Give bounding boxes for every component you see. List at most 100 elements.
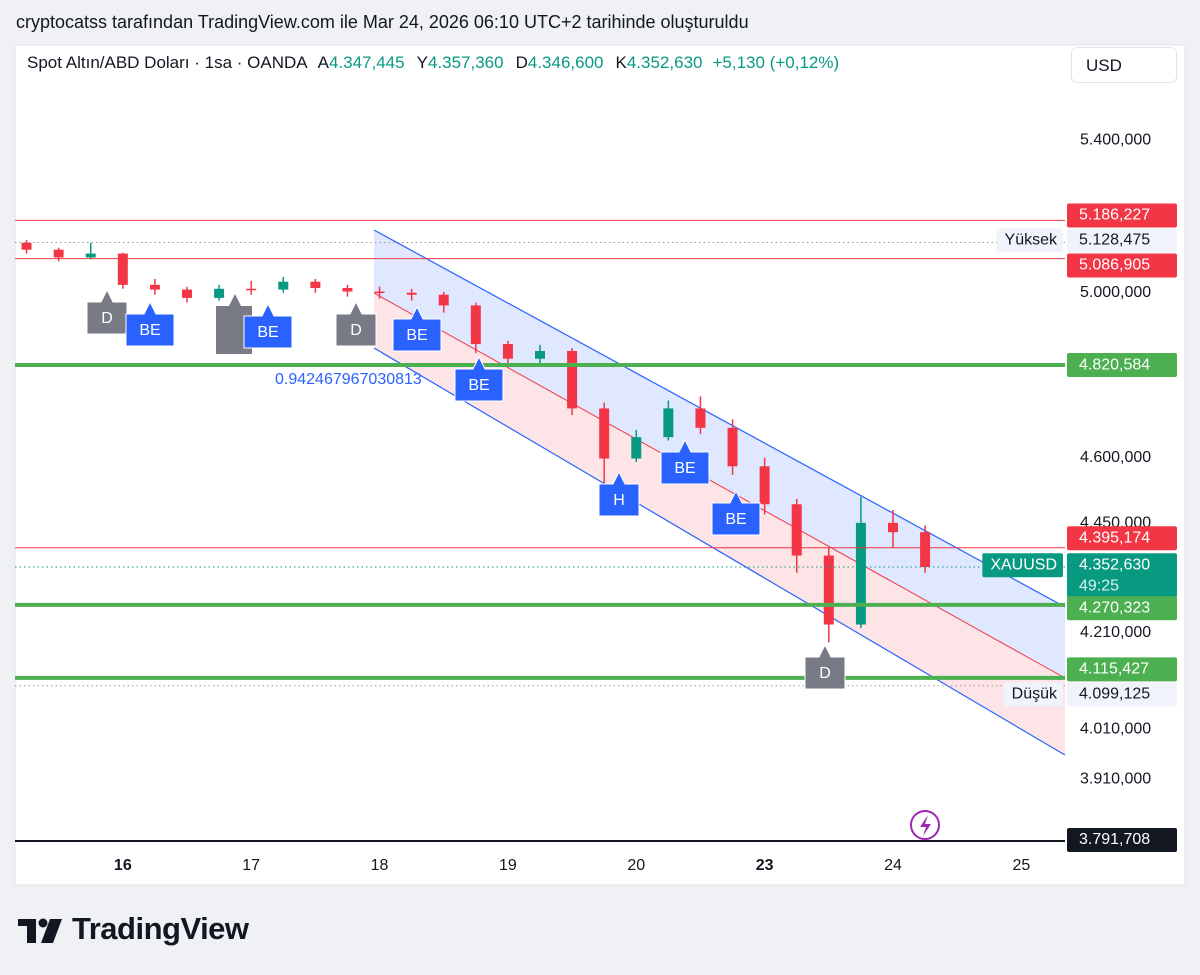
price-tag-box bbox=[1003, 682, 1063, 707]
y-tick-label: 5.000,000 bbox=[1080, 284, 1151, 301]
price-label: 5.086,905 bbox=[1079, 257, 1150, 274]
price-tag: Düşük bbox=[1012, 686, 1058, 703]
price-label: 4.352,630 bbox=[1079, 556, 1150, 573]
legend-key: K bbox=[615, 53, 627, 72]
caption: cryptocatss tarafından TradingView.com i… bbox=[16, 12, 749, 32]
legend-value: 4.352,630 bbox=[626, 53, 703, 72]
currency-button[interactable]: USD bbox=[1071, 47, 1177, 83]
price-label: 4.820,584 bbox=[1079, 356, 1150, 373]
x-tick-label: 18 bbox=[371, 857, 389, 874]
price-tag: Yüksek bbox=[1005, 232, 1058, 249]
candle-body bbox=[470, 305, 481, 345]
y-tick-label: 4.600,000 bbox=[1080, 449, 1151, 466]
x-tick-label: 20 bbox=[627, 857, 645, 874]
marker-box bbox=[392, 305, 442, 352]
candle-body bbox=[117, 253, 128, 285]
price-label: 5.186,227 bbox=[1079, 207, 1150, 224]
legend-value: 4.346,600 bbox=[527, 53, 604, 72]
channel-upper bbox=[373, 229, 1066, 608]
candle-body bbox=[887, 522, 898, 533]
x-tick-label: 19 bbox=[499, 857, 517, 874]
axes: 5.400,0005.000,0004.600,0004.450,0004.21… bbox=[114, 132, 1177, 874]
marker-label: H bbox=[613, 492, 625, 509]
marker-label: BE bbox=[468, 377, 489, 394]
price-label-box bbox=[1067, 353, 1177, 378]
candle-body bbox=[791, 504, 802, 556]
legend-title: Spot Altın/ABD Doları · 1sa · OANDA bbox=[27, 53, 308, 72]
marker-box bbox=[660, 438, 710, 485]
marker-box bbox=[335, 300, 377, 347]
y-tick-label: 4.210,000 bbox=[1080, 624, 1151, 641]
price-label-box bbox=[1067, 828, 1177, 852]
legend-change: +5,130 (+0,12%) bbox=[712, 53, 840, 72]
marker-label: D bbox=[350, 322, 362, 339]
candle-body bbox=[502, 344, 513, 359]
price-label: 4.395,174 bbox=[1079, 529, 1150, 546]
marker-label: BE bbox=[725, 511, 746, 528]
legend-key: D bbox=[515, 53, 528, 72]
legend-key: Y bbox=[416, 53, 428, 72]
candle-body bbox=[374, 291, 385, 294]
marker-box bbox=[711, 489, 761, 536]
x-tick-label: 24 bbox=[884, 857, 902, 874]
marker-hidden bbox=[216, 294, 252, 354]
candle-body bbox=[759, 466, 770, 505]
candle-body bbox=[149, 284, 160, 290]
candle-body bbox=[823, 555, 834, 625]
legend-value: 4.347,445 bbox=[328, 53, 405, 72]
price-label: 4.099,125 bbox=[1079, 686, 1150, 703]
marker-box bbox=[804, 643, 846, 690]
price-label-box bbox=[1067, 553, 1177, 598]
price-label-box bbox=[1067, 203, 1177, 228]
marker-label: BE bbox=[406, 327, 427, 344]
marker-box bbox=[454, 355, 504, 402]
price-tag-box bbox=[996, 228, 1063, 253]
channel-upper-fill bbox=[374, 230, 1065, 678]
candle-body bbox=[920, 532, 931, 568]
alert-bolt bbox=[920, 815, 931, 836]
x-tick-label: 23 bbox=[756, 857, 774, 874]
candle-body bbox=[438, 294, 449, 306]
channel-lower bbox=[373, 347, 1066, 756]
candle-body bbox=[342, 287, 353, 292]
candle-body bbox=[310, 281, 321, 288]
brand: TradingView bbox=[72, 911, 249, 946]
y-tick-label: 5.400,000 bbox=[1080, 132, 1151, 149]
candle-body bbox=[278, 281, 289, 290]
price-label-box bbox=[1067, 596, 1177, 621]
x-tick-label: 17 bbox=[242, 857, 260, 874]
plot bbox=[15, 219, 1065, 687]
marker-label: BE bbox=[674, 460, 695, 477]
candle-body bbox=[855, 522, 866, 625]
candle-body bbox=[631, 437, 642, 459]
markers: D BE BE D BE BE H BE BE D bbox=[86, 288, 846, 690]
candle-body bbox=[21, 242, 32, 250]
candle-body bbox=[727, 427, 738, 467]
fib-label: 0.942467967030813 bbox=[275, 371, 422, 388]
price-label: 4.115,427 bbox=[1079, 661, 1149, 678]
y-tick-label: 4.010,000 bbox=[1080, 720, 1151, 737]
x-tick-label: 25 bbox=[1012, 857, 1030, 874]
price-label-box bbox=[1067, 657, 1177, 682]
marker-label: BE bbox=[257, 324, 278, 341]
marker-box bbox=[86, 288, 128, 335]
price-tag-box bbox=[982, 553, 1063, 578]
candle-body bbox=[214, 288, 225, 298]
price-label-box bbox=[1067, 228, 1177, 253]
price-label-box bbox=[1067, 682, 1177, 707]
candle-body bbox=[53, 249, 64, 258]
candle-body bbox=[85, 253, 96, 258]
marker-box bbox=[598, 470, 640, 517]
y-tick-label: 3.910,000 bbox=[1080, 770, 1151, 787]
candle-body bbox=[406, 292, 417, 295]
marker-label: BE bbox=[139, 322, 160, 339]
channel-middle bbox=[373, 292, 1066, 679]
legend-key: A bbox=[317, 53, 329, 72]
price-label-box bbox=[1067, 526, 1177, 551]
candle-body bbox=[535, 350, 545, 359]
price-label: 4.270,323 bbox=[1079, 599, 1150, 616]
candle-body bbox=[599, 408, 610, 459]
price-label-box bbox=[1067, 253, 1177, 278]
